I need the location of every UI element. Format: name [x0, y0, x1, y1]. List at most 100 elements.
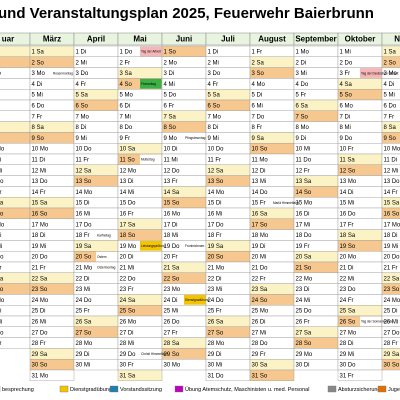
- day-label: 24 Mi: [296, 298, 311, 304]
- day-label: 20 Sa: [296, 255, 312, 261]
- day-label: 3 Do: [76, 71, 89, 77]
- day-cell: [117, 369, 163, 382]
- day-label: 10 Mo: [384, 147, 400, 153]
- day-label: 30 So: [384, 363, 400, 369]
- legend-label: Übung Atemschutz, Maschinisten u. med. P…: [185, 386, 309, 393]
- day-label: 13 Do: [0, 179, 4, 185]
- day-label: 5 Mo: [120, 93, 134, 99]
- day-label: 4 Mo: [252, 82, 266, 88]
- legend-swatch: [109, 385, 119, 393]
- day-label: 5 So: [340, 93, 353, 99]
- day-label: 20 Di: [120, 255, 134, 261]
- event-block: [140, 154, 162, 165]
- day-label: 12 Fr: [296, 168, 310, 174]
- day-label: 25 Mi: [164, 309, 179, 315]
- day-label: 26 Di: [252, 319, 266, 325]
- day-label: 17 Mo: [384, 222, 400, 228]
- day-label: 21 Mo: [76, 265, 93, 271]
- day-label: 25 Di: [32, 309, 46, 315]
- day-cell: [0, 142, 31, 155]
- day-cell: [0, 186, 31, 198]
- day-label: 3 So: [252, 71, 265, 77]
- month-header: Mai: [133, 35, 146, 44]
- event-label: Florianitag: [141, 82, 156, 86]
- month-header: Juni: [176, 35, 192, 44]
- day-label: 3 Do: [208, 71, 221, 77]
- day-label: 29 Mo: [296, 352, 313, 358]
- month-header: März: [43, 35, 61, 44]
- day-cell: [381, 153, 400, 166]
- event-block: [140, 240, 162, 251]
- day-label: 4 Sa: [340, 82, 353, 88]
- day-cell: [0, 164, 31, 176]
- legend-swatch: [327, 385, 337, 393]
- day-label: 8 Di: [76, 125, 87, 131]
- day-label: 21 Mi: [120, 265, 135, 271]
- day-label: 14 Fr: [32, 190, 46, 196]
- day-label: 21 Do: [252, 265, 269, 271]
- legend-swatch: [377, 385, 387, 393]
- day-label: 16 Di: [296, 211, 310, 217]
- day-label: 25 Fr: [208, 309, 222, 315]
- day-cell: [381, 175, 400, 187]
- day-label: 22 Di: [76, 276, 90, 282]
- event-block: [184, 240, 206, 251]
- day-label: 9 Mi: [208, 136, 219, 142]
- day-label: 7 Mo: [208, 114, 222, 120]
- day-label: 25 Sa: [340, 309, 356, 315]
- day-label: 2 Mo: [164, 60, 178, 66]
- day-label: 12 So: [340, 168, 356, 174]
- event-block: [52, 68, 74, 78]
- day-cell: [29, 369, 75, 382]
- day-label: 31 Sa: [120, 373, 136, 379]
- day-label: 2 Mi: [208, 60, 219, 66]
- day-label: 19 Fr: [296, 244, 310, 250]
- day-label: 8 Mi: [340, 125, 351, 131]
- day-label: 25 So: [120, 309, 136, 315]
- day-label: 24 Do: [76, 298, 93, 304]
- day-cell: [0, 337, 31, 349]
- day-label: 19 Do: [164, 244, 181, 250]
- month-header: September: [295, 35, 336, 44]
- day-label: 27 Mi: [252, 330, 267, 336]
- day-label: 24 Do: [208, 298, 225, 304]
- event-block: [184, 132, 206, 143]
- day-label: 28 Fr: [0, 341, 2, 347]
- day-cell: [381, 229, 400, 241]
- day-label: 7 Sa: [164, 114, 177, 120]
- day-label: 12 Mo: [120, 168, 137, 174]
- title: und Veranstaltungsplan 2025, Feuerwehr B…: [0, 5, 374, 22]
- day-label: 10 Mo: [32, 147, 49, 153]
- day-cell: [381, 142, 400, 155]
- day-label: 24 So: [252, 298, 268, 304]
- event-block: [96, 230, 118, 240]
- event-label: Rosenmontag: [53, 71, 73, 75]
- event-label: Tag der Deutschen Einheit: [361, 71, 399, 75]
- day-label: 29 Do: [120, 352, 137, 358]
- day-label: 31 So: [252, 373, 268, 379]
- day-label: 5 Fr: [296, 93, 307, 99]
- day-cell: [0, 305, 31, 317]
- day-cell: [381, 305, 400, 317]
- event-label: Dienstgradübung: [185, 298, 210, 302]
- day-label: 28 So: [296, 341, 312, 347]
- day-label: 7 Mo: [76, 114, 90, 120]
- event-block: [272, 197, 294, 208]
- day-label: 4 Di: [32, 82, 43, 88]
- day-label: 19 Di: [252, 244, 266, 250]
- day-label: 30 So: [32, 363, 48, 369]
- day-label: 2 Fr: [120, 60, 131, 66]
- day-label: 23 So: [32, 287, 48, 293]
- day-label: 9 So: [384, 136, 397, 142]
- day-label: 14 Do: [252, 190, 269, 196]
- day-label: 19 Sa: [76, 244, 92, 250]
- event-block: [140, 46, 162, 57]
- day-cell: [381, 132, 400, 144]
- month-header: Oktober: [345, 35, 376, 44]
- day-label: 17 Fr: [340, 222, 354, 228]
- day-cell: [381, 218, 400, 230]
- day-label: 1 So: [164, 49, 177, 55]
- day-label: 25 Mo: [252, 309, 269, 315]
